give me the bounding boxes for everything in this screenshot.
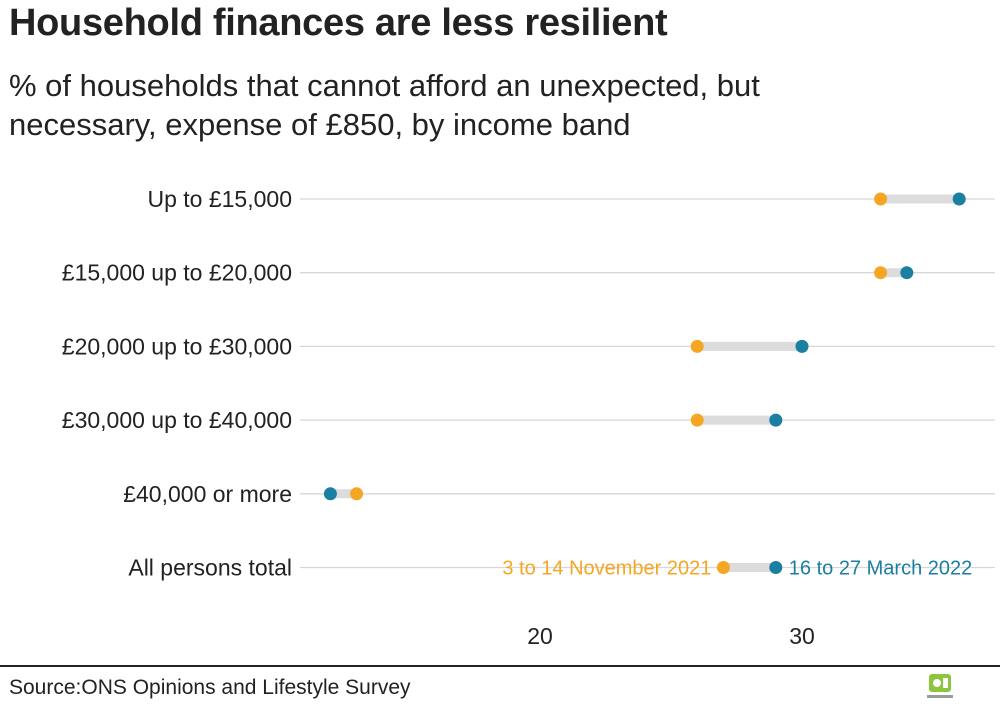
x-tick-label: 30 (789, 623, 815, 649)
category-label: £30,000 up to £40,000 (62, 407, 292, 433)
point-mar-2022 (769, 413, 783, 427)
point-nov-2021 (716, 561, 730, 574)
point-mar-2022 (795, 339, 809, 353)
chart-title: Household finances are less resilient (9, 2, 668, 44)
footer-divider (0, 665, 1000, 667)
dumbbell-chart: Up to £15,000 £15,000 up to £20,000 £20,00… (62, 186, 995, 649)
legend-label-nov-2021: 3 to 14 November 2021 (502, 558, 711, 580)
x-tick-label: 20 (527, 623, 553, 649)
category-label: All persons total (128, 555, 292, 581)
point-nov-2021 (350, 487, 364, 501)
point-mar-2022 (900, 266, 914, 280)
point-nov-2021 (690, 413, 704, 427)
point-nov-2021 (874, 266, 888, 280)
chart-subtitle: % of households that cannot afford an un… (9, 68, 760, 142)
point-mar-2022 (323, 487, 337, 501)
publisher-logo-icon (927, 674, 953, 698)
category-label: Up to £15,000 (147, 186, 292, 212)
point-nov-2021 (690, 339, 704, 353)
point-nov-2021 (874, 192, 888, 206)
legend-label-mar-2022: 16 to 27 March 2022 (789, 558, 972, 580)
category-label: £15,000 up to £20,000 (62, 260, 292, 286)
category-label: £20,000 up to £30,000 (62, 333, 292, 359)
category-label: £40,000 or more (123, 481, 292, 507)
point-mar-2022 (769, 561, 783, 574)
source-note: Source:ONS Opinions and Lifestyle Survey (9, 676, 411, 699)
point-mar-2022 (952, 192, 966, 206)
